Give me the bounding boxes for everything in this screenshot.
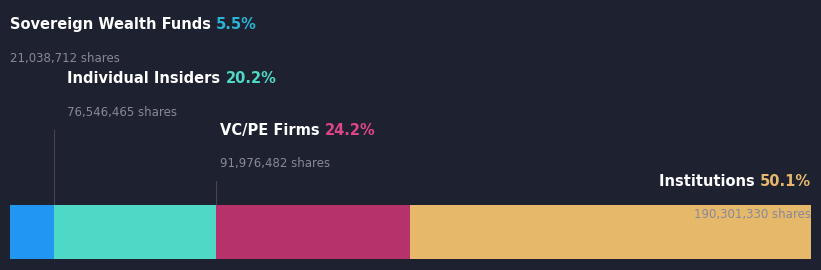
Text: Individual Insiders: Individual Insiders: [67, 71, 226, 86]
Text: 91,976,482 shares: 91,976,482 shares: [220, 157, 330, 170]
Text: 20.2%: 20.2%: [226, 71, 277, 86]
Text: 5.5%: 5.5%: [216, 17, 257, 32]
Text: Sovereign Wealth Funds: Sovereign Wealth Funds: [10, 17, 216, 32]
Bar: [216, 205, 410, 259]
Text: Institutions: Institutions: [659, 174, 760, 189]
Text: 190,301,330 shares: 190,301,330 shares: [694, 208, 811, 221]
Text: 50.1%: 50.1%: [760, 174, 811, 189]
Text: VC/PE Firms: VC/PE Firms: [220, 123, 325, 138]
Bar: [54, 205, 216, 259]
Bar: [10, 205, 54, 259]
Bar: [410, 205, 811, 259]
Text: 24.2%: 24.2%: [325, 123, 375, 138]
Text: 76,546,465 shares: 76,546,465 shares: [67, 106, 177, 119]
Text: 21,038,712 shares: 21,038,712 shares: [10, 52, 120, 65]
